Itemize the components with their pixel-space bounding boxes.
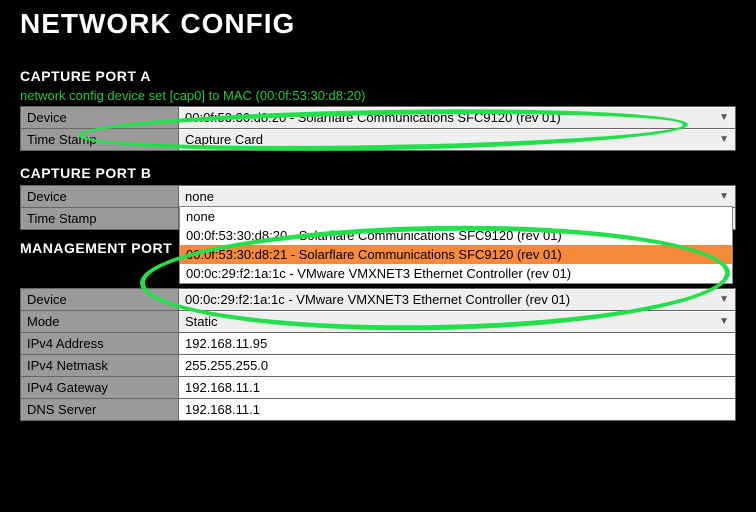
chevron-down-icon: ▼ [719,134,729,145]
label-device-b: Device [21,186,179,208]
config-table-mgmt: Device 00:0c:29:f2:1a:1c - VMware VMXNET… [20,288,736,421]
label-mgmt-mode: Mode [21,311,179,333]
mgmt-dns-input[interactable] [179,400,735,420]
label-tstamp-b: Time Stamp [21,208,179,230]
table-row: Mode Static ▼ [21,311,736,333]
value-mgmt-gw [179,377,736,399]
chevron-down-icon: ▼ [719,316,729,327]
device-b-select[interactable]: none ▼ [179,187,735,207]
chevron-down-icon: ▼ [719,112,729,123]
label-mgmt-device: Device [21,289,179,311]
value-mgmt-ip [179,333,736,355]
mgmt-mode-select[interactable]: Static ▼ [179,312,735,332]
mgmt-device-selected: 00:0c:29:f2:1a:1c - VMware VMXNET3 Ether… [185,292,570,307]
mgmt-ip-input[interactable] [179,334,735,354]
label-mgmt-mask: IPv4 Netmask [21,355,179,377]
status-message-port-a: network config device set [cap0] to MAC … [20,88,736,103]
device-a-select[interactable]: 00:0f:53:30:d8:20 - Solarflare Communica… [179,108,735,128]
section-heading-port-a: CAPTURE PORT A [20,68,736,84]
table-row: IPv4 Netmask [21,355,736,377]
config-table-port-a: Device 00:0f:53:30:d8:20 - Solarflare Co… [20,106,736,151]
value-mgmt-dns [179,399,736,421]
label-mgmt-dns: DNS Server [21,399,179,421]
config-table-port-b: Device none ▼ none00:0f:53:30:d8:20 - So… [20,185,736,230]
label-device-a: Device [21,107,179,129]
label-tstamp-a: Time Stamp [21,129,179,151]
mgmt-mode-selected: Static [185,314,218,329]
table-row: Time Stamp Capture Card ▼ [21,129,736,151]
value-mgmt-device: 00:0c:29:f2:1a:1c - VMware VMXNET3 Ether… [179,289,736,311]
device-b-dropdown[interactable]: none00:0f:53:30:d8:20 - Solarflare Commu… [179,206,733,284]
page-title: NETWORK CONFIG [20,8,736,40]
value-tstamp-a: Capture Card ▼ [179,129,736,151]
label-mgmt-ip: IPv4 Address [21,333,179,355]
device-b-selected: none [185,189,214,204]
table-row: Device none ▼ none00:0f:53:30:d8:20 - So… [21,186,736,208]
tstamp-a-select[interactable]: Capture Card ▼ [179,130,735,150]
mgmt-mask-input[interactable] [179,356,735,376]
dropdown-option[interactable]: none [180,207,732,226]
value-mgmt-mask [179,355,736,377]
device-a-selected: 00:0f:53:30:d8:20 - Solarflare Communica… [185,110,561,125]
table-row: Device 00:0c:29:f2:1a:1c - VMware VMXNET… [21,289,736,311]
mgmt-gw-input[interactable] [179,378,735,398]
table-row: IPv4 Gateway [21,377,736,399]
table-row: Device 00:0f:53:30:d8:20 - Solarflare Co… [21,107,736,129]
value-device-b: none ▼ none00:0f:53:30:d8:20 - Solarflar… [179,186,736,208]
value-device-a: 00:0f:53:30:d8:20 - Solarflare Communica… [179,107,736,129]
chevron-down-icon: ▼ [719,191,729,202]
value-mgmt-mode: Static ▼ [179,311,736,333]
section-heading-port-b: CAPTURE PORT B [20,165,736,181]
tstamp-a-selected: Capture Card [185,132,263,147]
dropdown-option[interactable]: 00:0f:53:30:d8:20 - Solarflare Communica… [180,226,732,245]
label-mgmt-gw: IPv4 Gateway [21,377,179,399]
dropdown-option[interactable]: 00:0f:53:30:d8:21 - Solarflare Communica… [180,245,732,264]
table-row: IPv4 Address [21,333,736,355]
dropdown-option[interactable]: 00:0c:29:f2:1a:1c - VMware VMXNET3 Ether… [180,264,732,283]
table-row: DNS Server [21,399,736,421]
chevron-down-icon: ▼ [719,294,729,305]
mgmt-device-select[interactable]: 00:0c:29:f2:1a:1c - VMware VMXNET3 Ether… [179,290,735,310]
